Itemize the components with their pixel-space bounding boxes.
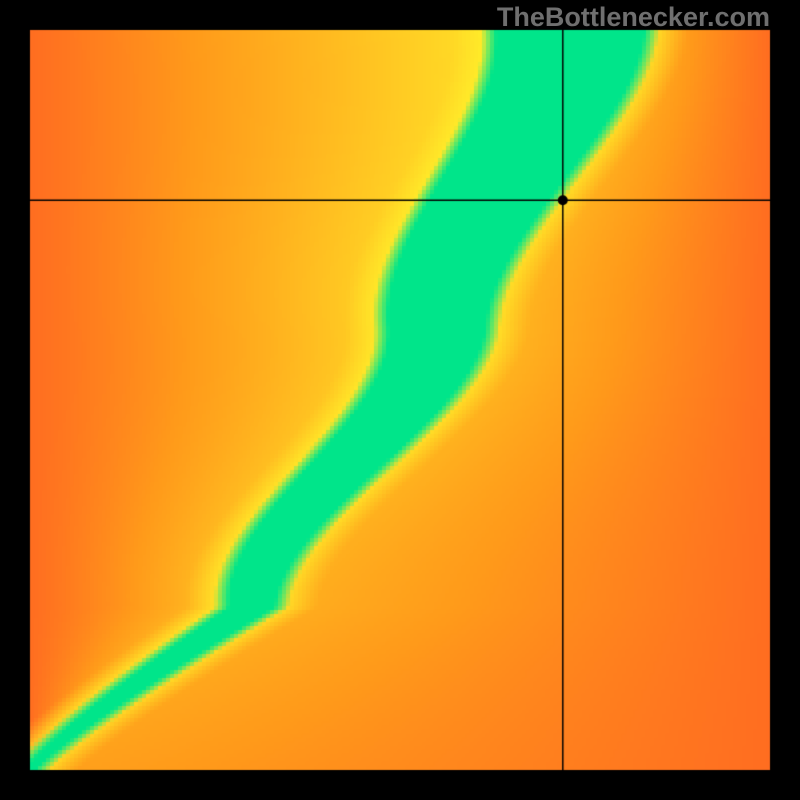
chart-container: { "watermark": { "text": "TheBottlenecke…: [0, 0, 800, 800]
watermark-text: TheBottlenecker.com: [497, 2, 770, 33]
bottleneck-heatmap: [0, 0, 800, 800]
